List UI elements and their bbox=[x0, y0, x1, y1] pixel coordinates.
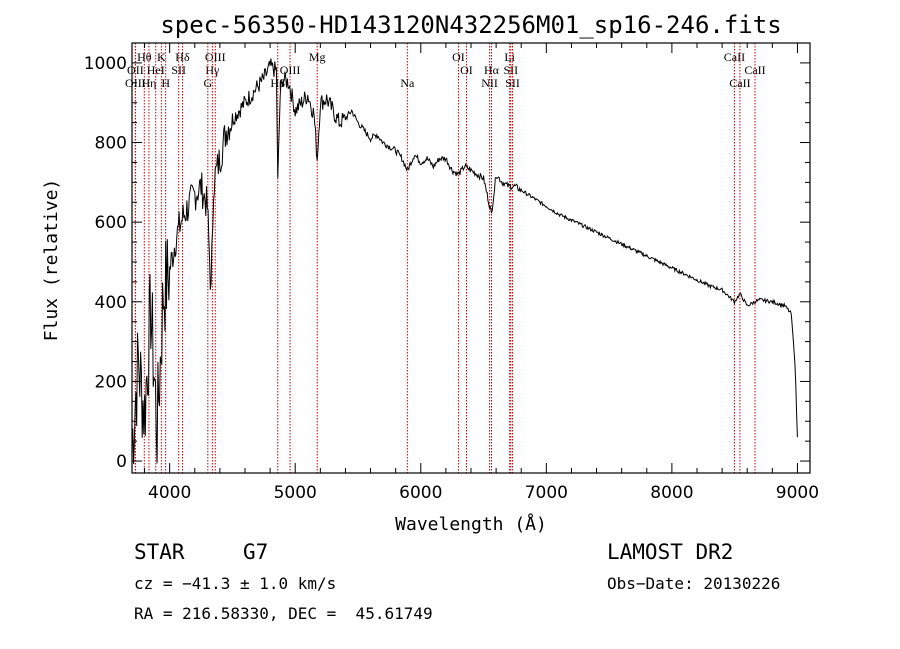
x-tick-label: 5000 bbox=[274, 483, 317, 503]
line-marker-label: Hδ bbox=[175, 50, 190, 64]
line-marker-label: SII bbox=[171, 63, 186, 77]
x-tick-label: 8000 bbox=[650, 483, 693, 503]
x-tick-label: 9000 bbox=[776, 483, 819, 503]
line-marker-label: Na bbox=[400, 76, 415, 90]
spectrum-line bbox=[131, 58, 798, 465]
x-tick-label: 7000 bbox=[525, 483, 568, 503]
line-marker-label: OI bbox=[452, 50, 465, 64]
line-marker-label: HeI bbox=[147, 63, 165, 77]
survey-name: LAMOST DR2 bbox=[607, 540, 734, 564]
observation-date: Obs−Date: 20130226 bbox=[607, 574, 781, 593]
y-tick-label: 800 bbox=[95, 134, 127, 154]
y-tick-label: 0 bbox=[116, 452, 127, 472]
line-marker-label: Hγ bbox=[205, 63, 220, 77]
x-tick-label: 4000 bbox=[148, 483, 191, 503]
y-axis-label: Flux (relative) bbox=[41, 179, 62, 342]
object-subclass: G7 bbox=[243, 540, 269, 564]
line-marker-label: H bbox=[161, 76, 170, 90]
line-marker-label: Hβ bbox=[270, 76, 285, 90]
line-marker-label: CaII bbox=[724, 50, 745, 64]
object-class: STAR bbox=[134, 540, 185, 564]
y-tick-label: 400 bbox=[95, 293, 127, 313]
line-marker-label: Mg bbox=[309, 50, 326, 64]
y-tick-label: 600 bbox=[95, 213, 127, 233]
line-marker-label: K bbox=[157, 50, 166, 64]
line-marker-label: Hα bbox=[484, 63, 500, 77]
line-marker-label: Hθ bbox=[137, 50, 152, 64]
line-marker-label: CaII bbox=[744, 63, 765, 77]
line-marker-label: NII bbox=[481, 76, 498, 90]
line-marker-label: Li bbox=[504, 50, 515, 64]
line-marker-label: OI bbox=[460, 63, 473, 77]
chart-title: spec-56350-HD143120N432256M01_sp16-246.f… bbox=[160, 11, 781, 39]
x-axis-label: Wavelength (Å) bbox=[395, 513, 547, 535]
y-tick-label: 1000 bbox=[84, 54, 127, 74]
redshift-velocity: cz = −41.3 ± 1.0 km/s bbox=[134, 574, 337, 593]
line-marker-label: G bbox=[203, 76, 212, 90]
line-marker-label: CaII bbox=[729, 76, 750, 90]
plot-frame bbox=[131, 42, 811, 474]
line-marker-label: SII bbox=[503, 63, 518, 77]
line-marker-label: OIII bbox=[205, 50, 226, 64]
y-tick-label: 200 bbox=[95, 372, 127, 392]
line-marker-label: SII bbox=[505, 76, 520, 90]
line-marker-label: Hη bbox=[141, 76, 156, 90]
line-marker-label: OIII bbox=[280, 63, 301, 77]
sky-coordinates: RA = 216.58330, DEC = 45.61749 bbox=[134, 604, 433, 623]
x-tick-label: 6000 bbox=[399, 483, 442, 503]
